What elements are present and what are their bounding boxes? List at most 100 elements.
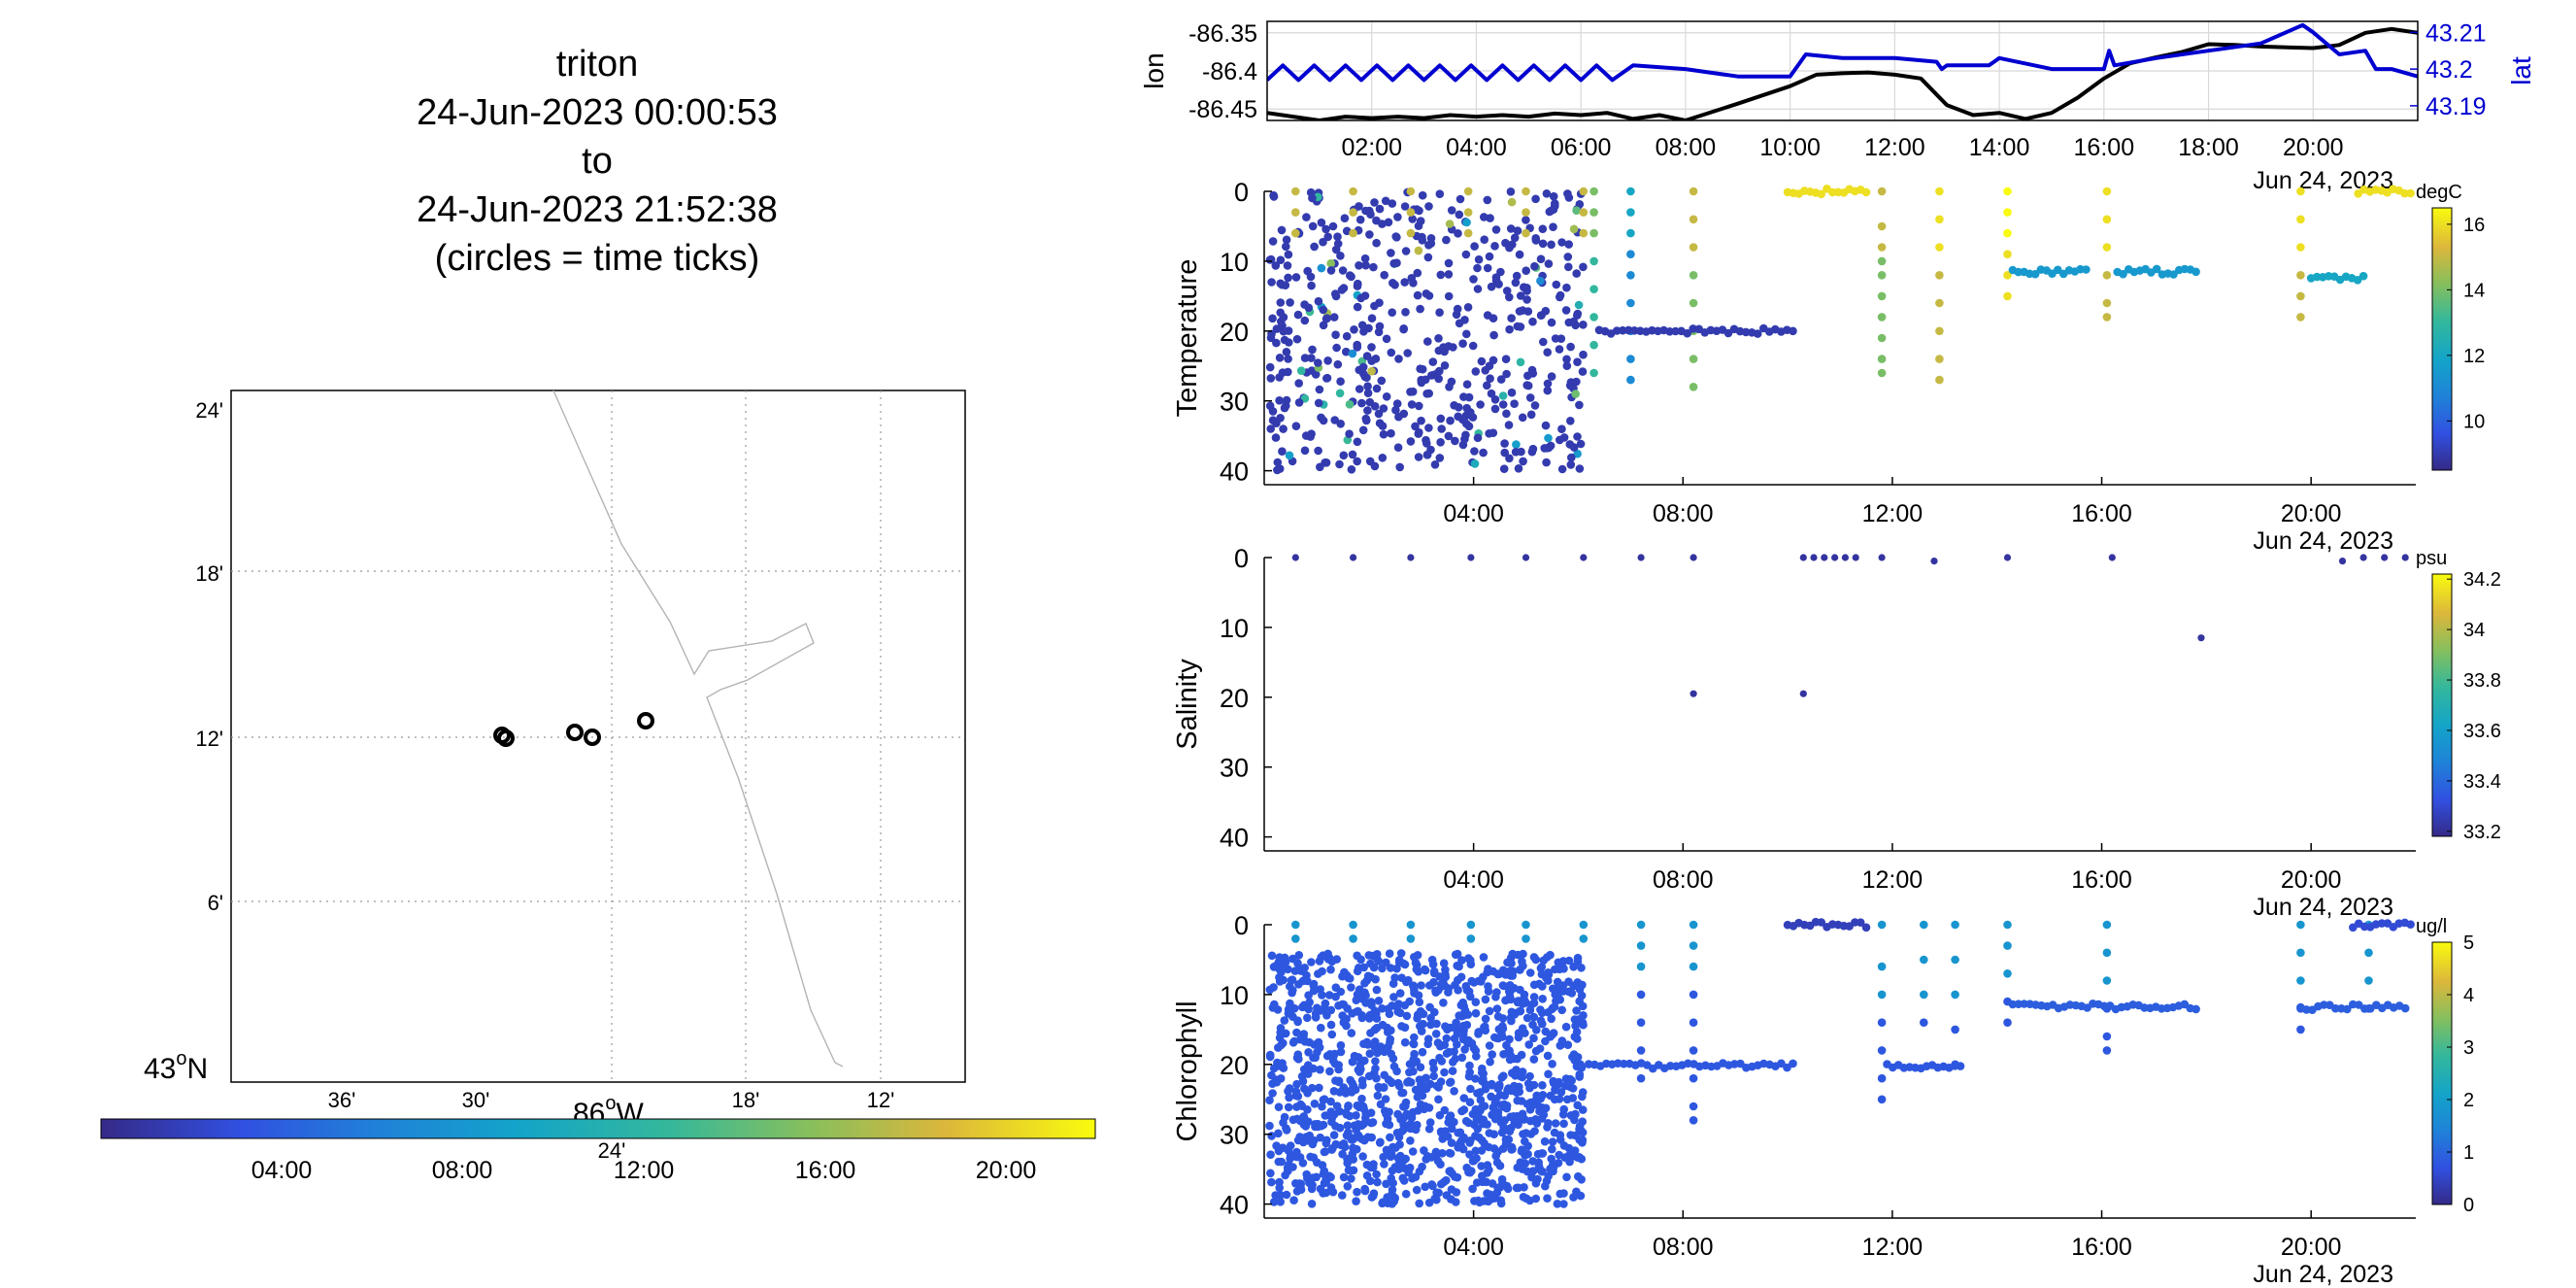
salinity-y-tick-label: 40 — [1220, 824, 1249, 853]
temperature-point — [1506, 187, 1516, 196]
chlorophyll-point — [1433, 1038, 1443, 1047]
track-grid — [1267, 21, 2418, 120]
temperature-point — [1626, 228, 1635, 238]
chlorophyll-point — [1315, 957, 1324, 966]
temperature-y-axis-title: Temperature — [1172, 259, 1203, 418]
chlorophyll-point — [1343, 1182, 1353, 1191]
chlorophyll-point — [1270, 1000, 1279, 1009]
chlorophyll-point — [1529, 953, 1539, 962]
chlorophyll-point — [1516, 1071, 1525, 1081]
track-x-tick-label: 08:00 — [1656, 134, 1717, 161]
chlorophyll-point — [1537, 969, 1547, 979]
temperature-point — [1689, 324, 1697, 333]
chlorophyll-point — [1689, 941, 1698, 950]
chlorophyll-point — [1456, 1141, 1465, 1150]
chlorophyll-point — [1266, 1169, 1275, 1178]
chlorophyll-point — [1351, 1085, 1360, 1095]
temperature-point — [1453, 304, 1462, 314]
chlorophyll-point — [1448, 1067, 1457, 1075]
chlorophyll-point — [1395, 1008, 1405, 1018]
chlorophyll-point — [1447, 1124, 1456, 1134]
chlorophyll-point — [1373, 950, 1382, 959]
temperature-point — [1358, 362, 1368, 372]
chlorophyll-point — [1281, 958, 1290, 966]
chlorophyll-point — [1372, 985, 1382, 995]
chlorophyll-point — [1294, 980, 1303, 989]
chlorophyll-point — [1347, 1029, 1356, 1037]
temperature-point — [1436, 438, 1445, 447]
temperature-point — [1336, 420, 1345, 428]
temperature-point — [1572, 206, 1581, 215]
chlorophyll-point — [1561, 1022, 1571, 1032]
chlorophyll-colorbar-tick-label: 3 — [2463, 1037, 2474, 1059]
chlorophyll-point — [1412, 961, 1422, 969]
chlorophyll-y-tick-label: 40 — [1220, 1191, 1249, 1220]
temperature-point — [1444, 431, 1454, 441]
temperature-point — [1547, 318, 1556, 327]
chlorophyll-point — [1405, 997, 1414, 1006]
chlorophyll-point — [1498, 1144, 1508, 1153]
chlorophyll-point — [1294, 951, 1304, 960]
chlorophyll-point — [1636, 990, 1646, 1000]
temperature-colorbar-tick-label: 10 — [2463, 411, 2485, 432]
chlorophyll-point — [1407, 1113, 1417, 1122]
chlorophyll-point — [1522, 934, 1530, 943]
chlorophyll-point — [1325, 1067, 1334, 1076]
temperature-point — [1271, 433, 1281, 442]
chlorophyll-point — [1861, 923, 1871, 932]
chlorophyll-point — [1515, 1087, 1524, 1097]
temperature-point — [1394, 355, 1403, 363]
temperature-point — [1336, 377, 1345, 387]
temperature-point — [1501, 238, 1510, 248]
chlorophyll-point — [1636, 920, 1646, 930]
chlorophyll-point — [1459, 1133, 1468, 1142]
time-colorbar-tick: 16:00 — [795, 1157, 856, 1184]
chlorophyll-point — [1380, 1160, 1388, 1169]
temperature-point — [1525, 393, 1535, 402]
temperature-point — [1418, 190, 1427, 200]
salinity-y-tick-label: 20 — [1220, 684, 1249, 713]
chlorophyll-point — [1526, 1000, 1536, 1009]
chlorophyll-point — [1461, 982, 1471, 991]
chlorophyll-point — [1476, 1096, 1486, 1104]
chlorophyll-point — [1388, 1185, 1397, 1195]
chlorophyll-point — [1291, 920, 1300, 930]
temperature-point — [1877, 186, 1887, 196]
chlorophyll-y-tick-label: 10 — [1220, 981, 1249, 1010]
chlorophyll-point — [1314, 1040, 1322, 1050]
chlorophyll-point — [1321, 1111, 1330, 1120]
temperature-point — [1349, 228, 1357, 238]
chlorophyll-point — [1440, 1040, 1450, 1049]
chlorophyll-point — [1541, 1103, 1551, 1113]
chlorophyll-point — [1564, 956, 1574, 966]
header-line-4: 24-Jun-2023 21:52:38 — [417, 189, 778, 230]
temperature-point — [1575, 464, 1585, 473]
temperature-point — [1483, 381, 1491, 390]
chlorophyll-point — [1360, 1056, 1369, 1066]
temperature-point — [1319, 416, 1328, 425]
chlorophyll-point — [1577, 1126, 1586, 1135]
chlorophyll-point — [1506, 1124, 1515, 1133]
temperature-point — [1355, 261, 1363, 270]
temperature-point — [1477, 356, 1487, 366]
temperature-point — [1487, 389, 1496, 398]
temperature-point — [1403, 349, 1412, 357]
temperature-x-tick-label: 16:00 — [2071, 500, 2132, 527]
temperature-point — [1626, 208, 1635, 217]
chlorophyll-point — [1421, 965, 1429, 974]
temperature-point — [1435, 454, 1445, 462]
chlorophyll-point — [1877, 1018, 1887, 1027]
chlorophyll-point — [1439, 959, 1449, 967]
temperature-point — [1348, 450, 1357, 459]
chlorophyll-point — [1529, 1034, 1538, 1043]
temperature-point — [1462, 329, 1471, 339]
chlorophyll-point — [1689, 1073, 1698, 1083]
temperature-point — [1552, 280, 1561, 289]
chlorophyll-point — [1951, 955, 1959, 965]
chlorophyll-point — [1449, 1058, 1457, 1067]
temperature-point — [1391, 405, 1400, 415]
temperature-point — [1417, 416, 1425, 425]
temperature-point — [1442, 235, 1451, 245]
chlorophyll-point — [1636, 1046, 1646, 1055]
chlorophyll-point — [1459, 1094, 1469, 1102]
